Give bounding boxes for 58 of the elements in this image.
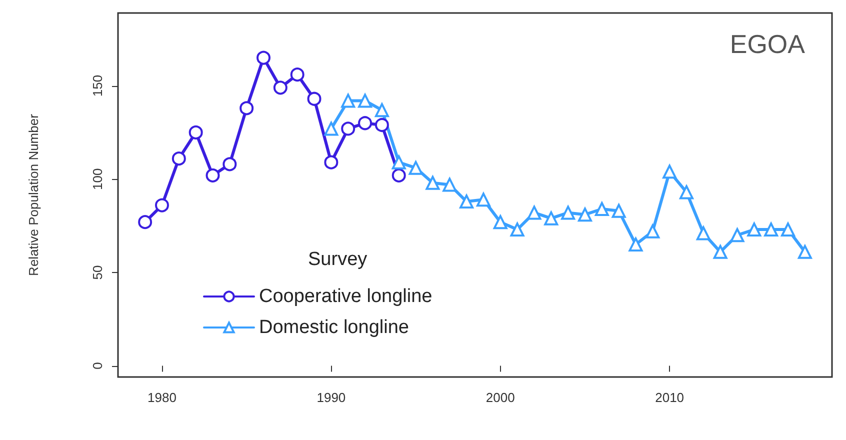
x-tick-label: 2000: [486, 390, 515, 405]
point: [612, 204, 626, 218]
point: [155, 198, 169, 212]
point: [273, 80, 288, 95]
point: [138, 215, 152, 230]
point: [374, 103, 389, 118]
point: [392, 168, 406, 182]
y-tick-label: 50: [90, 265, 105, 280]
point: [696, 226, 710, 240]
point: [392, 155, 406, 170]
point: [374, 118, 389, 132]
x-tick-label: 1980: [148, 390, 176, 405]
legend-label: Domestic longline: [259, 317, 409, 338]
point: [460, 194, 474, 209]
point: [578, 208, 592, 222]
point: [442, 178, 457, 192]
point: [493, 215, 508, 230]
point: [544, 211, 558, 226]
point: [764, 222, 778, 237]
point: [628, 237, 643, 252]
point: [781, 222, 796, 237]
point: [730, 228, 744, 242]
y-tick-label: 0: [90, 362, 105, 370]
point: [341, 94, 356, 108]
point: [206, 168, 220, 182]
point: [798, 244, 812, 259]
text: EGOA: [730, 29, 806, 59]
legend-label: Cooperative longline: [259, 286, 432, 307]
point: [358, 94, 372, 108]
point: [426, 176, 440, 190]
point: [510, 222, 524, 237]
y-axis-title: Relative Population Number: [26, 113, 41, 276]
point: [341, 122, 356, 136]
point: [527, 206, 542, 220]
point: [646, 224, 660, 238]
point: [307, 92, 322, 106]
point: [561, 206, 576, 220]
point: [256, 50, 271, 65]
point: [713, 244, 728, 259]
y-tick-label: 150: [90, 74, 105, 97]
x-tick-label: 2010: [655, 390, 684, 405]
point: [476, 192, 490, 207]
point: [662, 164, 677, 179]
point: [679, 185, 694, 200]
y-tick-label: 100: [90, 168, 105, 190]
point: [408, 160, 423, 175]
point: [222, 157, 237, 172]
point: [324, 155, 338, 170]
point: [240, 101, 254, 116]
point: [747, 222, 762, 237]
point: [594, 202, 609, 216]
point: [172, 152, 186, 166]
x-tick-label: 1990: [316, 390, 346, 405]
point: [188, 125, 203, 140]
point: [324, 122, 338, 136]
legend-title: Survey: [308, 249, 368, 270]
point: [358, 116, 372, 130]
point: [290, 68, 304, 82]
